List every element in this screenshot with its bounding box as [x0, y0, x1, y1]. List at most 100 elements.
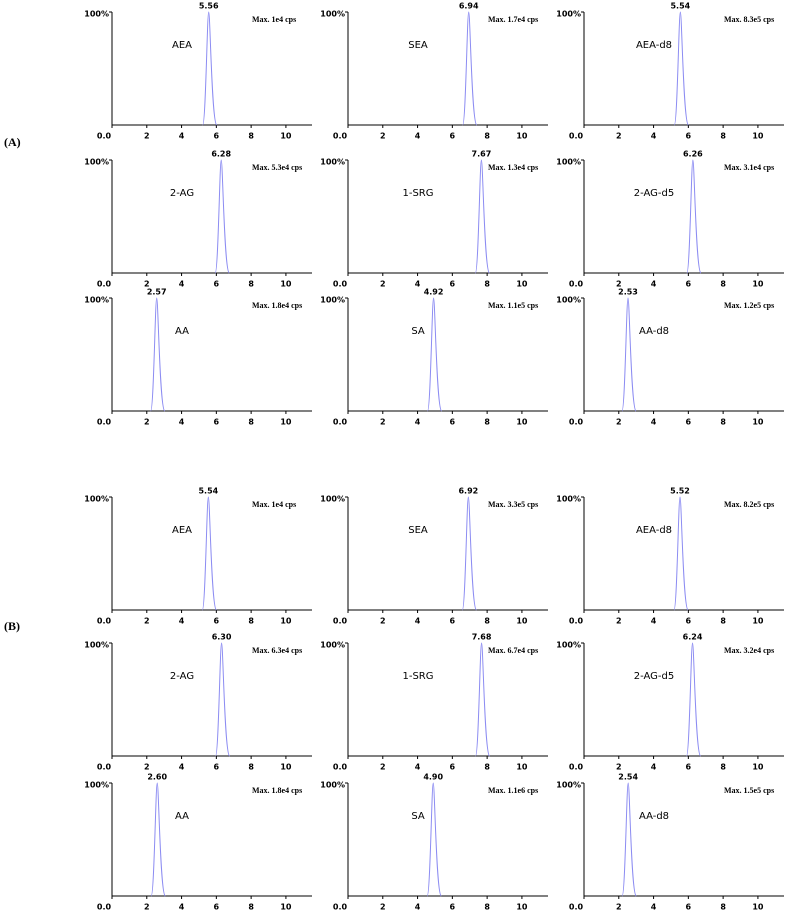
compound-label: SA	[411, 811, 425, 822]
x-tick-label: 8	[484, 280, 490, 289]
max-label: Max. 1.8e4 cps	[252, 786, 302, 795]
x-tick-label: 0.0	[333, 418, 348, 427]
x-tick-label: 10	[280, 280, 292, 289]
x-tick-label: 8	[720, 903, 726, 912]
x-tick-label: 6	[450, 903, 456, 912]
x-tick-label: 8	[720, 418, 726, 427]
compound-label: AA-d8	[639, 811, 669, 822]
x-tick-label: 8	[484, 763, 490, 772]
peak	[426, 782, 442, 897]
x-tick-label: 10	[516, 763, 528, 772]
x-tick-label: 2	[616, 418, 622, 427]
x-tick-label: 0.0	[569, 617, 584, 626]
y-tick-label: 100%	[320, 10, 345, 19]
x-tick-label: 2	[144, 763, 150, 772]
x-tick-label: 6	[450, 132, 456, 141]
peak	[215, 642, 231, 757]
x-tick-label: 6	[214, 280, 220, 289]
peak	[621, 782, 637, 897]
x-tick-label: 8	[484, 418, 490, 427]
section-label: (A)	[4, 135, 21, 149]
x-tick-label: 10	[752, 418, 764, 427]
x-tick-label: 4	[651, 280, 657, 289]
y-tick-label: 100%	[556, 781, 581, 790]
y-tick-label: 100%	[556, 296, 581, 305]
x-tick-label: 8	[484, 132, 490, 141]
x-tick-label: 2	[380, 418, 386, 427]
y-tick-label: 100%	[556, 495, 581, 504]
x-tick-label: 2	[380, 763, 386, 772]
compound-label: AA	[175, 326, 189, 337]
x-tick-label: 4	[179, 280, 185, 289]
x-tick-label: 8	[720, 132, 726, 141]
max-label: Max. 6.3e4 cps	[252, 646, 302, 655]
y-tick-label: 100%	[320, 641, 345, 650]
x-tick-label: 4	[415, 763, 421, 772]
x-tick-label: 0.0	[97, 617, 112, 626]
x-tick-label: 6	[686, 280, 692, 289]
x-tick-label: 8	[248, 132, 254, 141]
compound-label: 2-AG-d5	[634, 188, 674, 199]
peak	[475, 642, 491, 757]
max-label: Max. 1.7e4 cps	[488, 15, 538, 24]
x-tick-label: 8	[484, 903, 490, 912]
peak-label: 5.54	[670, 2, 690, 11]
compound-label: 1-SRG	[402, 671, 433, 682]
peak-label: 2.54	[618, 773, 638, 782]
peak	[150, 782, 166, 897]
peak	[673, 11, 689, 126]
y-tick-label: 100%	[556, 10, 581, 19]
x-tick-label: 4	[415, 617, 421, 626]
x-tick-label: 0.0	[569, 132, 584, 141]
peak-label: 6.28	[211, 150, 231, 159]
peak-label: 2.57	[147, 288, 167, 297]
x-tick-label: 6	[214, 763, 220, 772]
y-tick-label: 100%	[320, 495, 345, 504]
x-tick-label: 0.0	[333, 132, 348, 141]
max-label: Max. 8.3e5 cps	[724, 15, 774, 24]
compound-label: AEA	[172, 525, 192, 536]
peak-label: 6.26	[683, 150, 703, 159]
x-tick-label: 4	[651, 763, 657, 772]
x-tick-label: 2	[616, 903, 622, 912]
x-tick-label: 10	[516, 418, 528, 427]
x-tick-label: 2	[144, 903, 150, 912]
peak-label: 2.60	[147, 773, 167, 782]
x-tick-label: 10	[752, 617, 764, 626]
x-tick-label: 2	[144, 617, 150, 626]
peak	[201, 496, 217, 611]
x-tick-label: 4	[651, 617, 657, 626]
x-tick-label: 2	[380, 903, 386, 912]
y-tick-label: 100%	[320, 781, 345, 790]
max-label: Max. 1.2e5 cps	[724, 301, 774, 310]
x-tick-label: 6	[686, 132, 692, 141]
max-label: Max. 6.7e4 cps	[488, 646, 538, 655]
x-tick-label: 0.0	[333, 280, 348, 289]
peak-label: 2.53	[618, 288, 638, 297]
x-tick-label: 4	[179, 418, 185, 427]
x-tick-label: 2	[144, 132, 150, 141]
x-tick-label: 4	[179, 903, 185, 912]
x-tick-label: 0.0	[569, 280, 584, 289]
x-tick-label: 6	[214, 903, 220, 912]
max-label: Max. 1.1e6 cps	[488, 786, 538, 795]
x-tick-label: 10	[516, 132, 528, 141]
compound-label: SEA	[408, 40, 428, 51]
x-tick-label: 4	[179, 617, 185, 626]
x-tick-label: 0.0	[97, 903, 112, 912]
max-label: Max. 8.2e5 cps	[724, 500, 774, 509]
x-tick-label: 10	[280, 903, 292, 912]
x-tick-label: 10	[752, 280, 764, 289]
peak	[686, 159, 702, 274]
y-tick-label: 100%	[84, 781, 109, 790]
x-tick-label: 2	[380, 617, 386, 626]
x-tick-label: 0.0	[569, 418, 584, 427]
x-tick-label: 6	[686, 418, 692, 427]
x-tick-label: 10	[280, 617, 292, 626]
x-tick-label: 8	[248, 763, 254, 772]
peak-label: 4.92	[424, 288, 444, 297]
x-tick-label: 0.0	[97, 763, 112, 772]
x-tick-label: 2	[616, 617, 622, 626]
x-tick-label: 8	[720, 763, 726, 772]
